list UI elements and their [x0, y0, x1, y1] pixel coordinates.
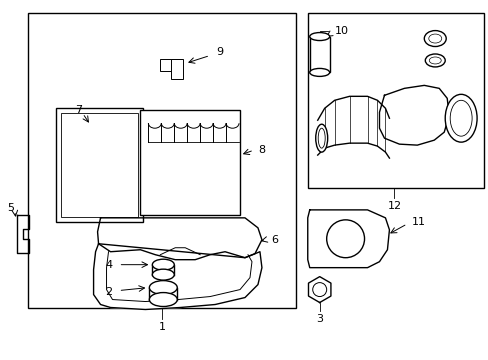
Text: 6: 6 — [271, 235, 278, 245]
Bar — [309, 37, 329, 72]
Ellipse shape — [428, 57, 440, 64]
Circle shape — [312, 283, 326, 297]
Ellipse shape — [149, 280, 177, 294]
Polygon shape — [379, 85, 448, 145]
Ellipse shape — [152, 269, 174, 280]
Ellipse shape — [149, 293, 177, 306]
Text: 3: 3 — [316, 314, 323, 324]
Ellipse shape — [449, 100, 471, 136]
Ellipse shape — [152, 259, 174, 270]
Text: 2: 2 — [105, 287, 112, 297]
Bar — [171, 59, 183, 80]
Text: 11: 11 — [411, 217, 426, 227]
Ellipse shape — [315, 124, 327, 152]
Ellipse shape — [424, 31, 446, 46]
Polygon shape — [93, 244, 262, 310]
Text: 12: 12 — [386, 201, 401, 211]
Polygon shape — [98, 218, 262, 260]
Polygon shape — [307, 210, 388, 268]
Text: 5: 5 — [7, 203, 14, 213]
Bar — [307, 13, 483, 188]
Ellipse shape — [309, 32, 329, 41]
Text: 10: 10 — [334, 26, 348, 36]
Ellipse shape — [318, 128, 325, 148]
Ellipse shape — [326, 220, 364, 258]
Polygon shape — [317, 96, 388, 158]
Ellipse shape — [428, 34, 441, 43]
Ellipse shape — [309, 68, 329, 76]
Bar — [160, 59, 182, 71]
Text: 1: 1 — [159, 323, 165, 332]
Text: 7: 7 — [75, 105, 82, 115]
Ellipse shape — [425, 54, 444, 67]
Bar — [61, 113, 138, 217]
Text: 8: 8 — [258, 145, 265, 155]
Bar — [56, 108, 143, 222]
Text: 9: 9 — [216, 48, 223, 58]
Bar — [140, 110, 240, 215]
Text: 4: 4 — [105, 260, 112, 270]
Bar — [28, 13, 295, 307]
Ellipse shape — [444, 94, 476, 142]
